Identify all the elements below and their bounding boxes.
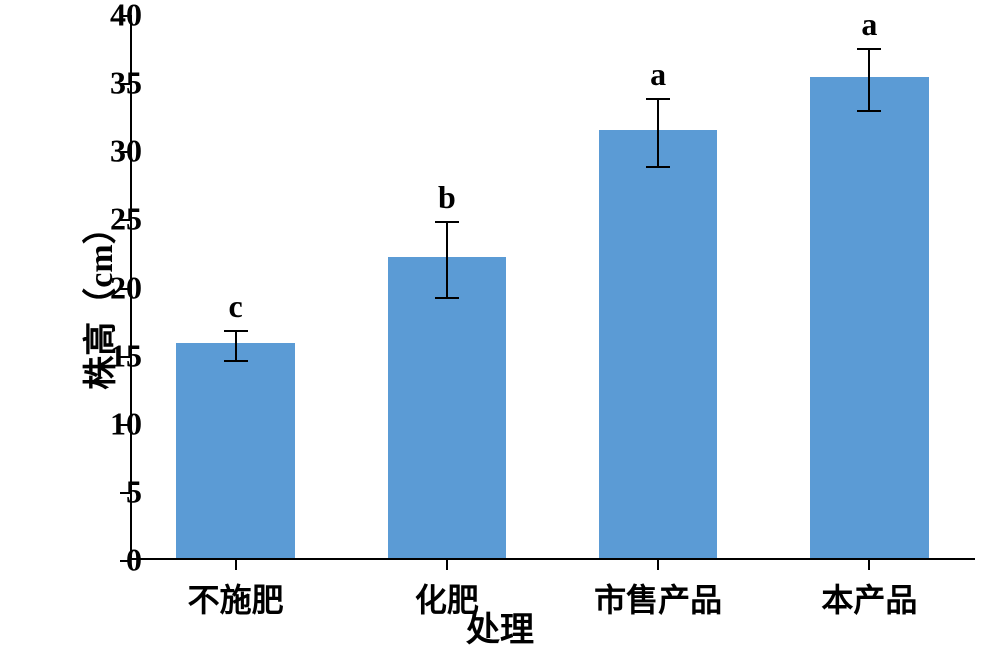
bar [599,130,717,558]
x-tick [657,560,659,570]
x-tick [235,560,237,570]
error-bar-cap [646,98,670,100]
y-tick-label: 0 [126,542,142,579]
x-tick-label: 市售产品 [594,575,722,621]
x-tick-label: 化肥 [415,575,479,621]
bar [388,257,506,558]
chart-container: 株高（cm） 处理 0510152025303540不施肥c化肥b市售产品a本产… [0,0,1000,663]
error-bar-cap [857,48,881,50]
significance-letter: a [861,6,877,43]
error-bar-cap [646,166,670,168]
x-tick-label: 不施肥 [188,575,284,621]
y-tick-label: 10 [110,405,142,442]
error-bar-cap [857,110,881,112]
y-tick-label: 40 [110,0,142,34]
x-tick-label: 本产品 [821,575,917,621]
bar [176,343,294,558]
y-tick-label: 30 [110,133,142,170]
error-bar-line [235,330,237,360]
error-bar-cap [224,330,248,332]
y-tick-label: 5 [126,473,142,510]
error-bar-cap [435,297,459,299]
significance-letter: a [650,56,666,93]
error-bar-cap [435,221,459,223]
bar [810,77,928,558]
y-tick-label: 20 [110,269,142,306]
x-axis-line [130,558,975,560]
x-tick [446,560,448,570]
significance-letter: c [229,288,243,325]
significance-letter: b [438,179,456,216]
error-bar-cap [224,360,248,362]
plot-area [130,15,975,560]
error-bar-line [657,98,659,166]
y-tick-label: 15 [110,337,142,374]
x-tick [868,560,870,570]
y-tick-label: 35 [110,65,142,102]
error-bar-line [868,48,870,111]
error-bar-line [446,221,448,297]
y-tick-label: 25 [110,201,142,238]
